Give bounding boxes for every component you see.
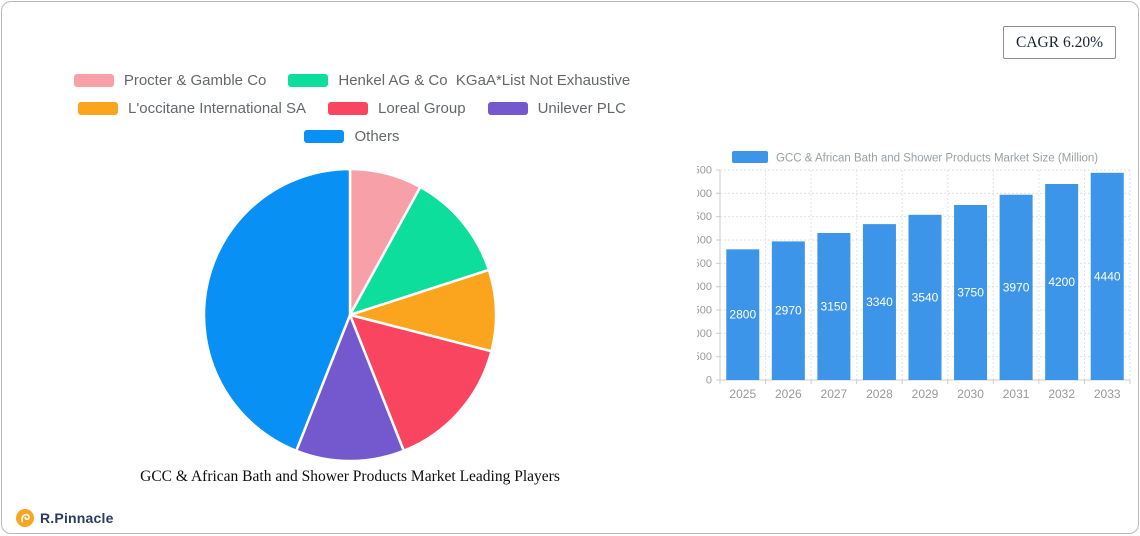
x-category-label: 2028 <box>866 387 893 401</box>
x-category-label: 2025 <box>729 387 756 401</box>
bar-value-label: 2970 <box>775 304 802 318</box>
pie-slice-6 <box>202 167 352 452</box>
legend-label: Loreal Group <box>378 100 466 117</box>
x-category-label: 2026 <box>775 387 802 401</box>
y-tick-label: 2000 <box>697 281 712 293</box>
x-category-label: 2033 <box>1094 387 1121 401</box>
x-category-label: 2027 <box>821 387 848 401</box>
bar-chart: GCC & African Bath and Shower Products M… <box>688 142 1138 412</box>
y-tick-label: 3000 <box>697 235 712 247</box>
legend-item-1[interactable]: Procter & Gamble Co <box>73 72 267 89</box>
legend-label: Henkel AG & Co KGaA*List Not Exhaustive <box>338 72 631 89</box>
pie-slice-3 <box>348 268 498 353</box>
y-tick-label: 4500 <box>697 165 712 177</box>
cagr-label: CAGR 6.20% <box>1016 33 1103 51</box>
legend-row: L'occitane International SA Loreal Group U… <box>12 100 692 117</box>
legend-row: Others <box>12 128 692 145</box>
bar-value-label: 3540 <box>912 290 939 304</box>
y-tick-label: 0 <box>706 375 712 387</box>
legend-label: Unilever PLC <box>537 100 626 117</box>
pie-chart-title: GCC & African Bath and Shower Products M… <box>140 468 560 485</box>
y-tick-label: 500 <box>697 351 712 363</box>
bar-value-label: 4440 <box>1094 269 1121 283</box>
bar-legend-swatch[interactable] <box>732 151 768 163</box>
legend-swatch <box>328 102 369 115</box>
legend-swatch <box>304 130 345 143</box>
bar-2030 <box>954 205 988 380</box>
bar-value-label: 3150 <box>821 300 848 314</box>
legend-row: Procter & Gamble Co Henkel AG & Co KGaA*L… <box>12 72 692 89</box>
legend-swatch <box>73 74 114 87</box>
legend-swatch <box>288 74 329 87</box>
brand-name: R.Pinnacle <box>40 510 114 526</box>
brand-logo: R.Pinnacle <box>16 509 114 527</box>
pie-slice-4 <box>348 313 493 452</box>
x-category-label: 2030 <box>957 387 984 401</box>
pie-slice-5 <box>295 313 405 463</box>
legend-swatch <box>487 102 528 115</box>
y-tick-label: 4000 <box>697 188 712 200</box>
bar-2026 <box>771 241 805 380</box>
y-tick-label: 2500 <box>697 258 712 270</box>
bar-value-label: 3340 <box>866 295 893 309</box>
bar-2029 <box>908 214 942 380</box>
y-tick-label: 1000 <box>697 328 712 340</box>
bar-2032 <box>1045 184 1079 380</box>
legend-swatch <box>78 102 119 115</box>
bar-2025 <box>726 249 760 380</box>
legend-label: Procter & Gamble Co <box>123 72 267 89</box>
y-tick-label: 1500 <box>697 305 712 317</box>
cagr-badge: CAGR 6.20% <box>1003 26 1116 59</box>
pie-svg <box>202 167 498 463</box>
bar-legend-label[interactable]: GCC & African Bath and Shower Products M… <box>776 153 1098 165</box>
bar-svg: GCC & African Bath and Shower Products M… <box>688 151 1131 401</box>
legend-item-5[interactable]: Unilever PLC <box>487 100 626 117</box>
legend-item-3[interactable]: L'occitane International SA <box>78 100 306 117</box>
y-tick-label: 3500 <box>697 211 712 223</box>
bar-value-label: 4200 <box>1048 275 1075 289</box>
legend-label: L'occitane International SA <box>128 100 307 117</box>
bar-value-label: 2800 <box>729 308 756 322</box>
bar-value-label: 3750 <box>957 286 984 300</box>
bar-2033 <box>1090 172 1124 380</box>
pinnacle-logo-icon <box>16 509 34 527</box>
legend-item-2[interactable]: Henkel AG & Co KGaA*List Not Exhaustive <box>288 72 630 89</box>
x-category-label: 2032 <box>1048 387 1075 401</box>
bar-value-label: 3970 <box>1003 280 1030 294</box>
bar-2027 <box>817 233 851 380</box>
legend-item-4[interactable]: Loreal Group <box>328 100 466 117</box>
x-category-label: 2031 <box>1003 387 1030 401</box>
pie-slice-2 <box>348 185 491 317</box>
legend-item-6[interactable]: Others <box>304 128 400 145</box>
pie-chart <box>200 165 500 465</box>
bar-2031 <box>999 194 1033 380</box>
bar-2028 <box>862 224 896 380</box>
x-category-label: 2029 <box>912 387 939 401</box>
pie-legend: Procter & Gamble Co Henkel AG & Co KGaA*L… <box>12 72 692 156</box>
legend-label: Others <box>354 128 400 145</box>
